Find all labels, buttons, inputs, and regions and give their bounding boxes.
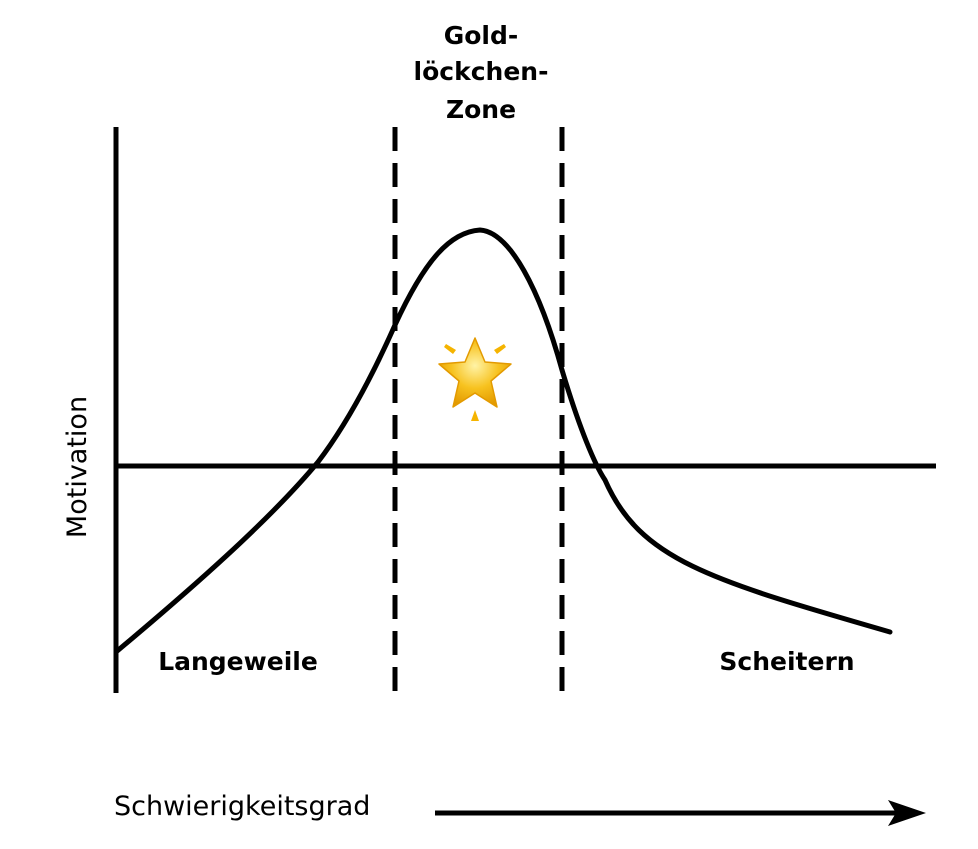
motivation-curve [113,227,893,655]
zone-title-line-2: löckchen- [414,57,549,86]
zone-title-line-1: Gold- [444,21,519,50]
right-zone-label: Scheitern [719,647,854,676]
x-axis-label: Schwierigkeitsgrad [114,791,370,822]
glowing-star-icon [438,337,512,421]
left-zone-label: Langeweile [158,647,318,676]
y-axis-label: Motivation [62,396,93,538]
x-axis-arrow [435,800,926,826]
zone-title-line-3: Zone [446,95,516,124]
